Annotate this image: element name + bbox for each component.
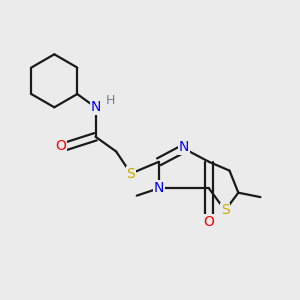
Text: O: O <box>55 139 66 153</box>
Text: N: N <box>154 181 164 195</box>
Text: S: S <box>221 203 230 218</box>
Text: N: N <box>90 100 101 114</box>
Text: S: S <box>127 167 135 181</box>
Text: H: H <box>106 94 116 107</box>
Text: N: N <box>179 140 189 154</box>
Text: O: O <box>203 214 214 229</box>
